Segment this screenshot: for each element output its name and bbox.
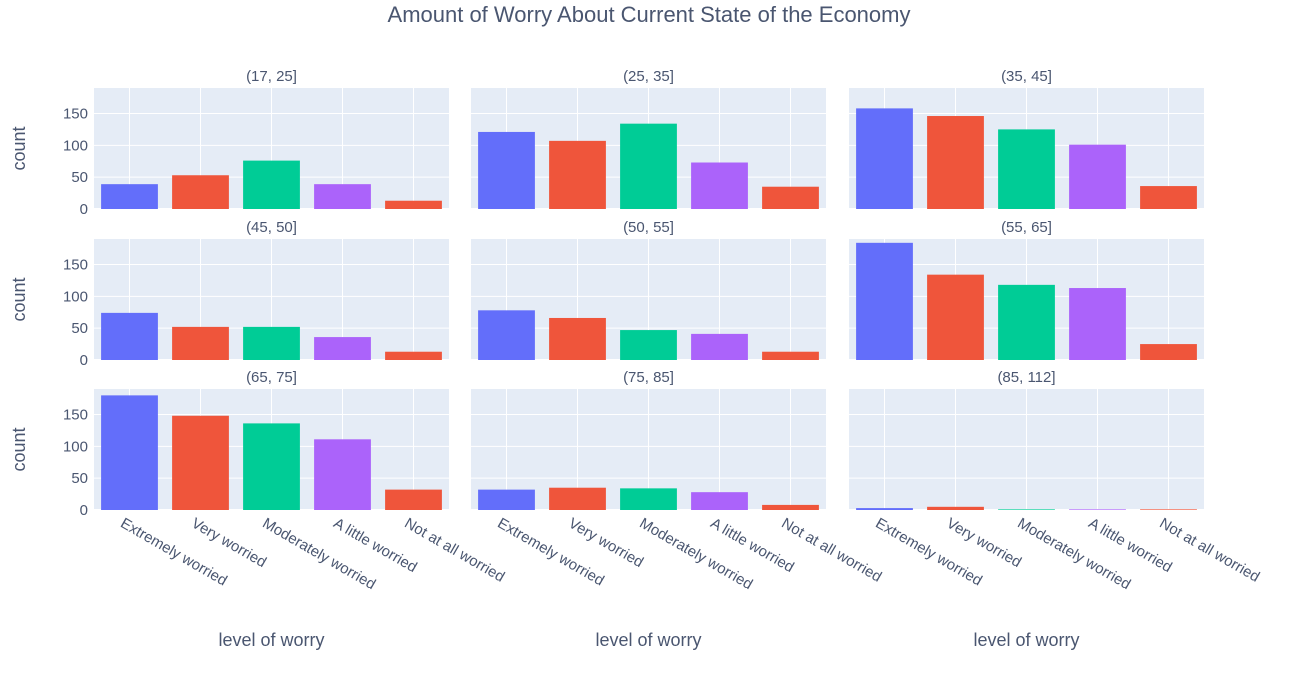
y-tick-label: 100 xyxy=(63,137,88,154)
bar xyxy=(620,488,677,510)
bar xyxy=(243,327,300,360)
bar xyxy=(314,337,371,360)
bar xyxy=(549,488,606,510)
bar xyxy=(549,141,606,209)
facet-title: (25, 35] xyxy=(623,68,674,85)
y-tick-label: 150 xyxy=(63,256,88,273)
facet-title: (65, 75] xyxy=(246,369,297,386)
facet-panel: (55, 65] xyxy=(849,219,1204,360)
facet-panel: (25, 35] xyxy=(471,68,826,209)
bar xyxy=(998,509,1055,510)
bar xyxy=(620,330,677,360)
facet-title: (45, 50] xyxy=(246,219,297,236)
y-tick-label: 50 xyxy=(71,320,88,337)
bar xyxy=(478,490,535,510)
bar xyxy=(691,334,748,360)
bar xyxy=(101,395,158,510)
y-tick-label: 150 xyxy=(63,105,88,122)
bar xyxy=(385,490,442,510)
bar xyxy=(101,184,158,209)
bar xyxy=(172,175,229,209)
bar xyxy=(478,310,535,360)
bar xyxy=(1069,288,1126,360)
bar xyxy=(691,492,748,510)
bar xyxy=(762,352,819,360)
bar xyxy=(172,416,229,510)
y-axis-label: count xyxy=(9,277,29,321)
bar xyxy=(927,116,984,209)
bar xyxy=(385,201,442,209)
y-axis-label: count xyxy=(9,427,29,471)
facets: (17, 25] 0 50 100 150 count (25, 35] (35, 45] (4… xyxy=(9,68,1262,650)
bar xyxy=(856,508,913,510)
bar xyxy=(927,275,984,360)
bar xyxy=(691,163,748,209)
bar xyxy=(478,132,535,209)
bar xyxy=(243,423,300,510)
bar xyxy=(1140,344,1197,360)
facet-title: (50, 55] xyxy=(623,219,674,236)
facet-panel: (45, 50] 0 50 100 150 count xyxy=(9,219,449,369)
y-tick-label: 0 xyxy=(80,201,88,218)
y-axis-label: count xyxy=(9,126,29,170)
bar xyxy=(549,318,606,360)
bar xyxy=(243,161,300,209)
y-tick-label: 50 xyxy=(71,169,88,186)
facet-title: (85, 112] xyxy=(997,369,1055,386)
x-tick-label: Not at all worried xyxy=(1157,515,1263,586)
x-axis-label: level of worry xyxy=(973,630,1079,650)
y-tick-label: 0 xyxy=(80,352,88,369)
bar xyxy=(1069,145,1126,209)
x-axis-label: level of worry xyxy=(218,630,324,650)
y-tick-label: 0 xyxy=(80,502,88,519)
facet-title: (35, 45] xyxy=(1001,68,1052,85)
x-tick-label: Not at all worried xyxy=(779,515,885,586)
facet-panel: (50, 55] xyxy=(471,219,826,360)
y-tick-label: 150 xyxy=(63,406,88,423)
bar xyxy=(927,507,984,510)
x-axis-label: level of worry xyxy=(595,630,701,650)
bar xyxy=(620,124,677,209)
bar xyxy=(101,313,158,360)
bar xyxy=(172,327,229,360)
bar xyxy=(856,108,913,209)
x-tick-label: Not at all worried xyxy=(402,515,508,586)
bar xyxy=(762,187,819,209)
y-tick-label: 100 xyxy=(63,438,88,455)
bar xyxy=(1140,186,1197,209)
bar xyxy=(314,184,371,209)
facet-title: (75, 85] xyxy=(623,369,674,386)
facet-panel: (35, 45] xyxy=(849,68,1204,209)
facet-title: (55, 65] xyxy=(1001,219,1052,236)
bar xyxy=(998,285,1055,360)
bar xyxy=(856,243,913,360)
y-tick-label: 50 xyxy=(71,470,88,487)
chart-title: Amount of Worry About Current State of t… xyxy=(388,2,911,27)
y-tick-label: 100 xyxy=(63,288,88,305)
bar xyxy=(1140,509,1197,510)
bar xyxy=(1069,509,1126,510)
bar xyxy=(385,352,442,360)
bar xyxy=(998,129,1055,209)
bar xyxy=(314,439,371,510)
bar xyxy=(762,505,819,510)
facet-title: (17, 25] xyxy=(246,68,297,85)
facet-panel: (17, 25] 0 50 100 150 count xyxy=(9,68,449,218)
